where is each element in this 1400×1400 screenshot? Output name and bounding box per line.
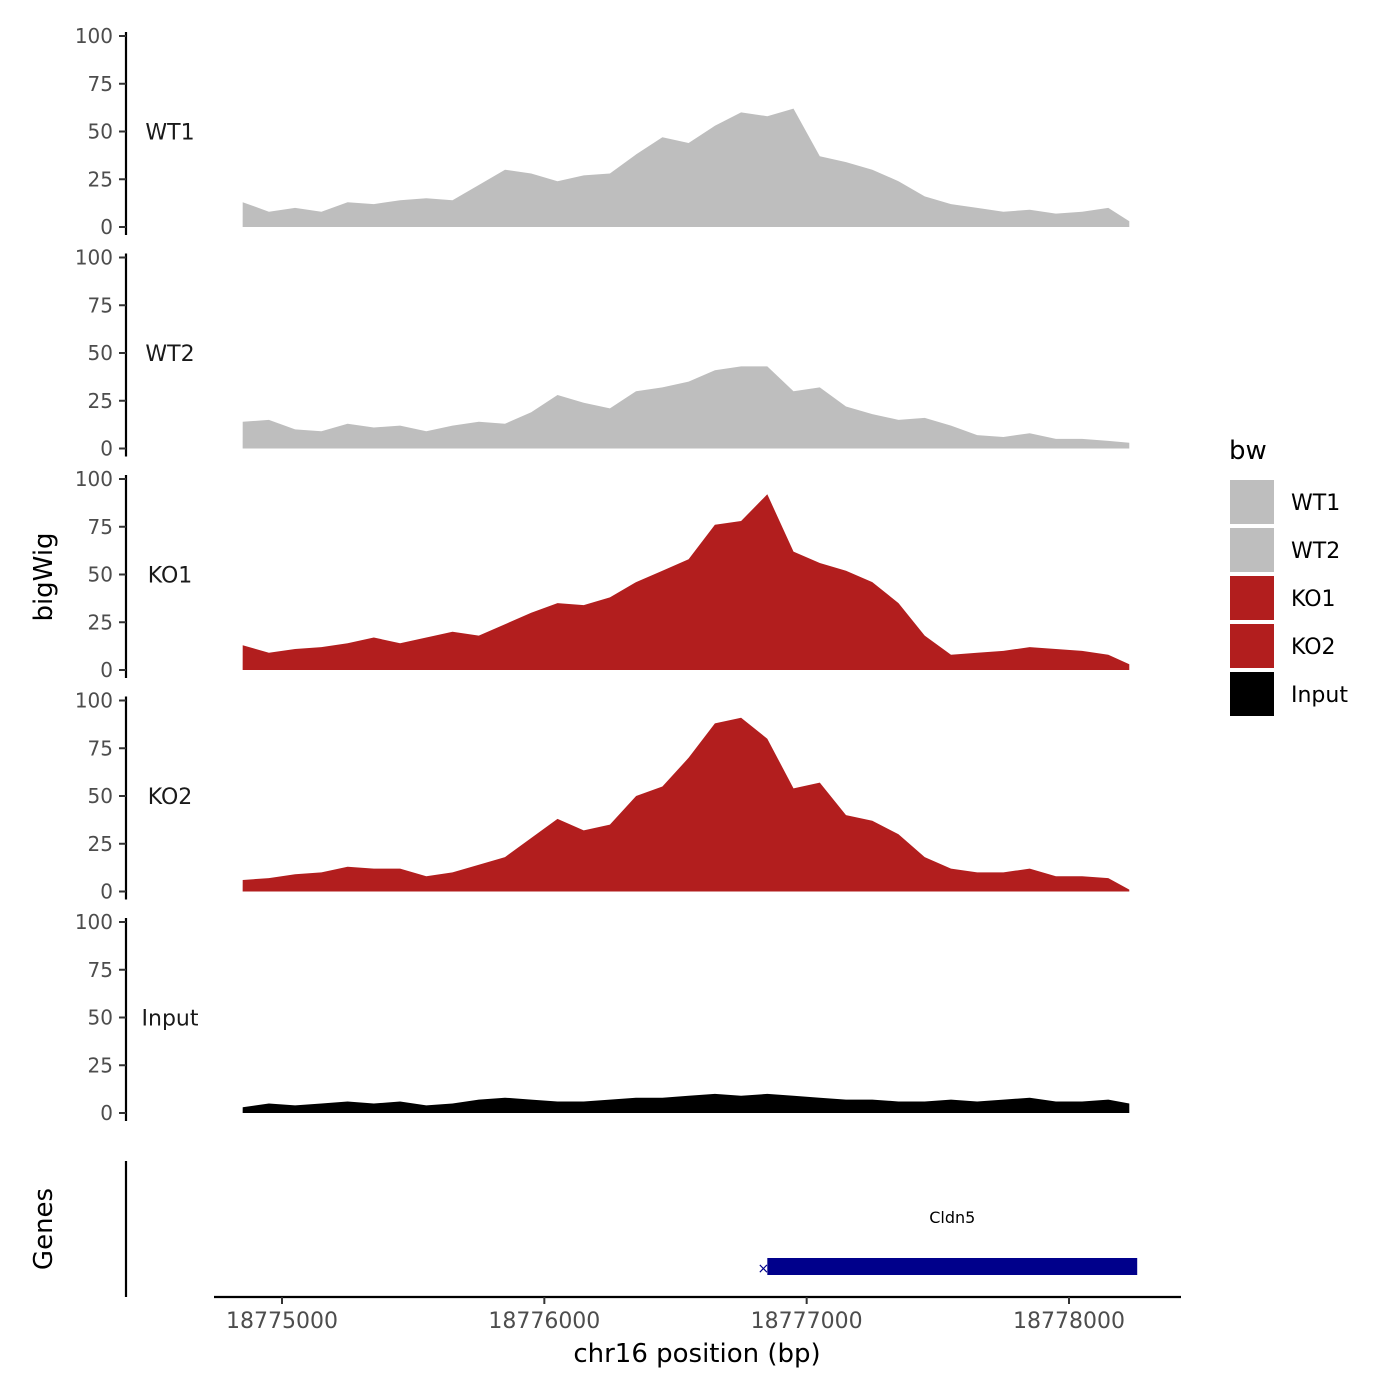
area-wt2 xyxy=(242,366,1130,449)
y-tick-label: 100 xyxy=(75,689,113,713)
track-wt1: 0 25 50 75 100 WT1 xyxy=(75,24,1130,239)
y-tick-label: 100 xyxy=(75,24,113,48)
y-tick-label: 50 xyxy=(88,563,113,587)
area-ko2 xyxy=(242,717,1130,892)
legend-label-wt2: WT2 xyxy=(1291,539,1340,564)
x-axis-title: chr16 position (bp) xyxy=(573,1339,820,1369)
legend-swatch-wt2 xyxy=(1230,528,1274,572)
legend-label-input: Input xyxy=(1291,683,1348,708)
legend: bw WT1 WT2 KO1 KO2 Input xyxy=(1229,436,1348,716)
legend-items: WT1 WT2 KO1 KO2 Input xyxy=(1230,480,1348,716)
x-tick-label: 18775000 xyxy=(226,1309,338,1334)
legend-title: bw xyxy=(1229,436,1267,466)
y-tick-label: 75 xyxy=(88,72,113,96)
y-tick-label: 0 xyxy=(100,215,113,239)
y-tick-label: 25 xyxy=(88,832,113,856)
y-tick-label: 25 xyxy=(88,389,113,413)
track-panels: 0255075100WT10255075100WT20255075100KO10… xyxy=(75,24,1130,1125)
track-wt2: 0 25 50 75 100 WT2 xyxy=(75,246,1130,461)
legend-label-ko1: KO1 xyxy=(1291,587,1336,612)
y-tick-label: 50 xyxy=(88,784,113,808)
gene-label: Cldn5 xyxy=(929,1208,975,1227)
x-tick-label: 18778000 xyxy=(1013,1309,1125,1334)
y-tick-label: 0 xyxy=(100,1101,113,1125)
track-label: KO2 xyxy=(148,785,193,810)
genes-axis-title: Genes xyxy=(29,1188,59,1270)
area-input xyxy=(242,1093,1130,1113)
gene-strand-marker: × xyxy=(757,1261,769,1277)
area-ko1 xyxy=(242,494,1130,670)
y-tick-label: 0 xyxy=(100,437,113,461)
legend-swatch-input xyxy=(1230,672,1274,716)
y-tick-label: 75 xyxy=(88,736,113,760)
x-tick-label: 18777000 xyxy=(751,1309,863,1334)
track-label: WT2 xyxy=(145,342,194,367)
track-ko2: 0 25 50 75 100 KO2 xyxy=(75,689,1130,904)
track-label: KO1 xyxy=(148,564,193,589)
y-tick-label: 25 xyxy=(88,1053,113,1077)
legend-swatch-ko1 xyxy=(1230,576,1274,620)
y-tick-label: 75 xyxy=(88,515,113,539)
y-tick-label: 75 xyxy=(88,958,113,982)
legend-swatch-ko2 xyxy=(1230,624,1274,668)
legend-label-ko2: KO2 xyxy=(1291,635,1336,660)
y-tick-label: 50 xyxy=(88,1006,113,1030)
y-tick-label: 100 xyxy=(75,246,113,270)
y-tick-label: 50 xyxy=(88,341,113,365)
y-tick-label: 100 xyxy=(75,910,113,934)
track-ko1: 0 25 50 75 100 KO1 xyxy=(75,467,1130,682)
track-label: Input xyxy=(142,1007,199,1032)
y-tick-label: 0 xyxy=(100,880,113,904)
legend-label-wt1: WT1 xyxy=(1291,491,1340,516)
y-tick-label: 0 xyxy=(100,658,113,682)
y-tick-label: 75 xyxy=(88,293,113,317)
y-axis-title: bigWig xyxy=(29,532,59,621)
track-input: 0 25 50 75 100 Input xyxy=(75,910,1130,1125)
gene-bar-cldn5 xyxy=(767,1258,1138,1275)
area-wt1 xyxy=(242,108,1130,227)
track-label: WT1 xyxy=(145,121,194,146)
y-tick-label: 25 xyxy=(88,167,113,191)
y-tick-label: 50 xyxy=(88,120,113,144)
genes-panel: × Cldn5 xyxy=(124,1161,1138,1297)
legend-swatch-wt1 xyxy=(1230,480,1274,524)
x-tick-label: 18776000 xyxy=(488,1309,600,1334)
y-tick-label: 100 xyxy=(75,467,113,491)
x-axis: 18775000 18776000 18777000 18778000 xyxy=(214,1295,1181,1334)
y-tick-label: 25 xyxy=(88,610,113,634)
